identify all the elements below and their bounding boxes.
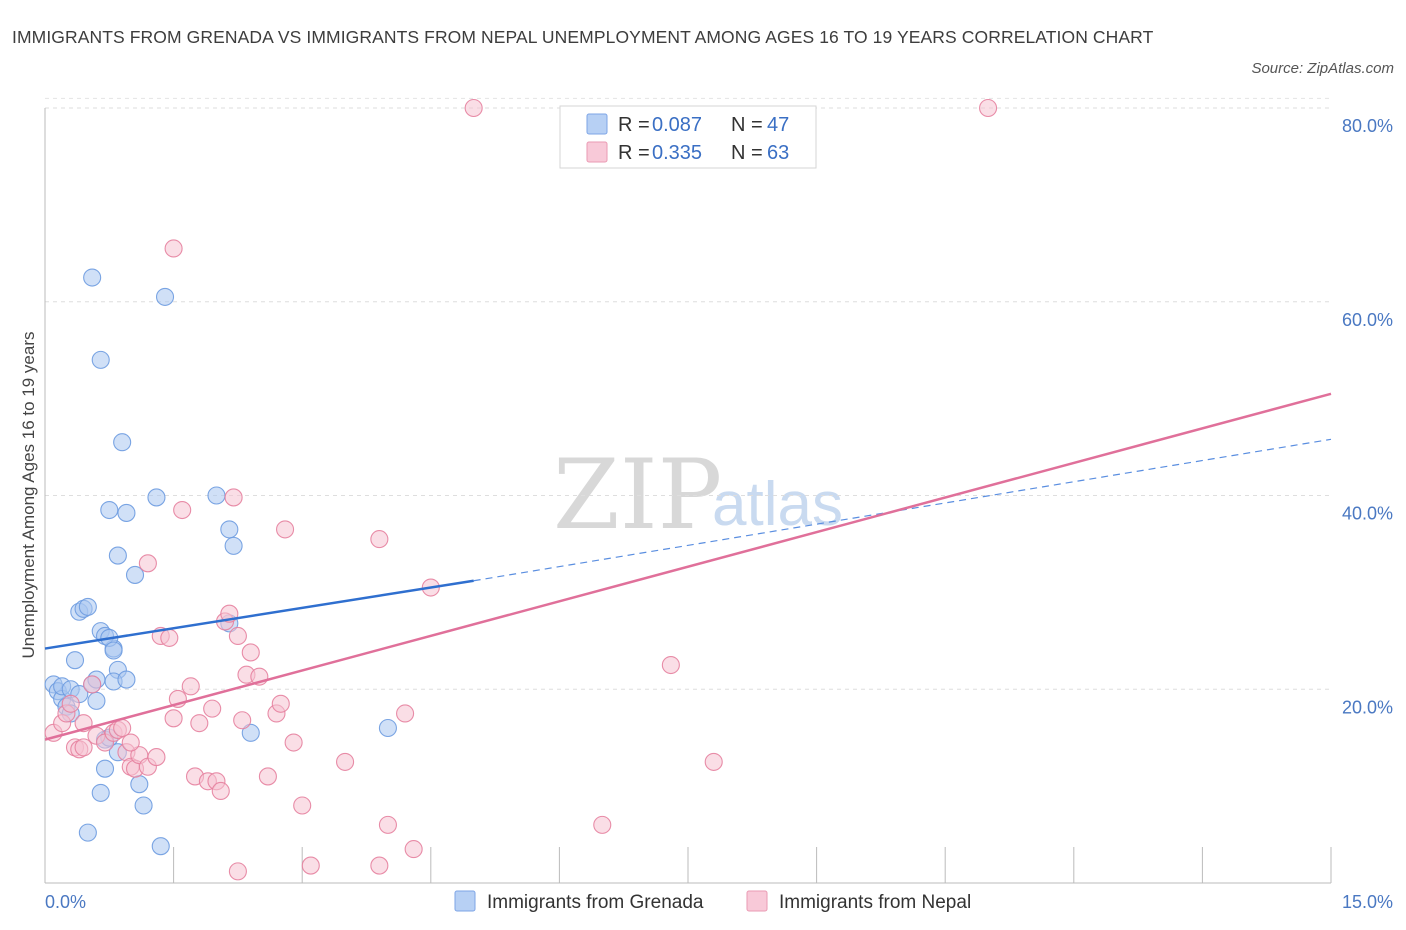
legend-n-value-grenada: 47 bbox=[767, 114, 789, 136]
bottom-legend-label-nepal: Immigrants from Nepal bbox=[779, 892, 971, 913]
point-grenada-18 bbox=[91, 350, 110, 369]
point-nepal-37 bbox=[241, 643, 260, 662]
point-nepal-47 bbox=[370, 530, 389, 549]
point-grenada-30 bbox=[95, 759, 115, 778]
point-grenada-40 bbox=[241, 723, 260, 742]
point-nepal-28 bbox=[203, 699, 222, 718]
bottom-legend-label-grenada: Immigrants from Grenada bbox=[487, 892, 704, 913]
legend-r-label-nepal: R = bbox=[618, 142, 650, 164]
trend-lines bbox=[44, 392, 1332, 741]
x-tick-label-min: 0.0% bbox=[45, 892, 86, 912]
chart-title: IMMIGRANTS FROM GRENADA VS IMMIGRANTS FR… bbox=[12, 27, 1154, 47]
point-nepal-23 bbox=[173, 500, 192, 520]
point-grenada-38 bbox=[224, 536, 243, 555]
trend-line-nepal bbox=[44, 392, 1332, 741]
point-nepal-21 bbox=[164, 709, 183, 728]
legend-n-label-nepal: N = bbox=[731, 142, 763, 164]
point-nepal-33 bbox=[224, 488, 243, 507]
point-grenada-41 bbox=[378, 718, 397, 738]
point-nepal-7 bbox=[83, 675, 102, 694]
point-nepal-30 bbox=[211, 781, 230, 801]
point-grenada-37 bbox=[220, 520, 239, 539]
point-grenada-20 bbox=[100, 500, 119, 520]
point-nepal-20 bbox=[160, 628, 179, 647]
point-nepal-55 bbox=[661, 655, 680, 675]
legend-r-value-grenada: 0.087 bbox=[652, 114, 702, 136]
point-grenada-33 bbox=[134, 796, 153, 815]
point-nepal-35 bbox=[233, 711, 252, 730]
point-grenada-46 bbox=[104, 641, 123, 660]
correlation-legend: R = 0.087 N = 47 R = 0.335 N = 63 bbox=[559, 105, 817, 169]
scatter-points bbox=[44, 98, 998, 881]
point-nepal-34 bbox=[228, 626, 247, 646]
point-nepal-18 bbox=[147, 748, 166, 767]
point-nepal-26 bbox=[190, 714, 209, 733]
point-nepal-45 bbox=[301, 856, 320, 875]
point-nepal-62 bbox=[74, 738, 93, 757]
trend-line-grenada bbox=[44, 579, 474, 650]
point-nepal-48 bbox=[378, 815, 397, 834]
point-grenada-31 bbox=[91, 783, 110, 802]
point-grenada-19 bbox=[113, 433, 132, 452]
y-tick-label-40: 40.0% bbox=[1342, 504, 1393, 524]
point-nepal-41 bbox=[271, 694, 290, 713]
point-grenada-9 bbox=[78, 597, 97, 616]
bottom-legend-swatch-nepal bbox=[746, 890, 768, 912]
y-tick-label-80: 80.0% bbox=[1342, 116, 1393, 136]
point-nepal-58 bbox=[370, 856, 389, 875]
point-grenada-22 bbox=[108, 546, 127, 565]
point-nepal-24 bbox=[181, 677, 200, 696]
point-grenada-16 bbox=[83, 268, 102, 287]
legend-n-label-grenada: N = bbox=[731, 114, 763, 136]
axes: 20.0% 40.0% 60.0% 80.0% 0.0% 15.0% bbox=[44, 108, 1393, 912]
grid-lines bbox=[45, 97, 1331, 690]
point-grenada-36 bbox=[207, 486, 226, 505]
point-nepal-42 bbox=[276, 520, 295, 539]
y-tick-label-60: 60.0% bbox=[1342, 310, 1393, 330]
point-nepal-43 bbox=[284, 733, 303, 752]
point-grenada-32 bbox=[130, 775, 149, 794]
point-grenada-28 bbox=[117, 670, 136, 689]
point-nepal-53 bbox=[464, 98, 483, 118]
x-tick-label-max: 15.0% bbox=[1342, 892, 1393, 912]
y-tick-label-20: 20.0% bbox=[1342, 697, 1393, 717]
point-nepal-61 bbox=[138, 554, 157, 573]
point-grenada-34 bbox=[155, 287, 175, 306]
point-nepal-50 bbox=[404, 840, 423, 859]
point-grenada-23 bbox=[125, 565, 145, 584]
point-nepal-3 bbox=[61, 694, 80, 713]
bottom-legend-swatch-grenada bbox=[454, 890, 476, 912]
watermark-atlas: atlas bbox=[712, 470, 843, 539]
chart-source: Source: ZipAtlas.com bbox=[1251, 60, 1394, 77]
legend-n-value-nepal: 63 bbox=[767, 142, 789, 164]
point-nepal-60 bbox=[121, 733, 140, 752]
point-nepal-56 bbox=[704, 752, 723, 771]
point-grenada-21 bbox=[117, 503, 136, 522]
point-grenada-35 bbox=[147, 488, 166, 507]
legend-swatch-nepal bbox=[586, 141, 608, 163]
series-legend: Immigrants from Grenada Immigrants from … bbox=[454, 890, 971, 913]
legend-r-value-nepal: 0.335 bbox=[652, 142, 702, 164]
y-axis-label: Unemployment Among Ages 16 to 19 years bbox=[19, 332, 38, 659]
point-nepal-44 bbox=[293, 796, 312, 815]
point-nepal-59 bbox=[228, 862, 247, 881]
point-nepal-46 bbox=[336, 752, 355, 771]
legend-swatch-grenada bbox=[586, 113, 608, 135]
point-nepal-52 bbox=[164, 239, 183, 258]
point-grenada-42 bbox=[151, 837, 170, 856]
point-nepal-49 bbox=[396, 704, 415, 723]
legend-r-label-grenada: R = bbox=[618, 114, 650, 136]
point-grenada-45 bbox=[87, 691, 106, 710]
point-nepal-54 bbox=[593, 815, 612, 834]
point-grenada-6 bbox=[65, 651, 85, 670]
point-nepal-57 bbox=[979, 98, 998, 118]
point-grenada-17 bbox=[78, 823, 97, 842]
point-nepal-39 bbox=[258, 767, 277, 786]
